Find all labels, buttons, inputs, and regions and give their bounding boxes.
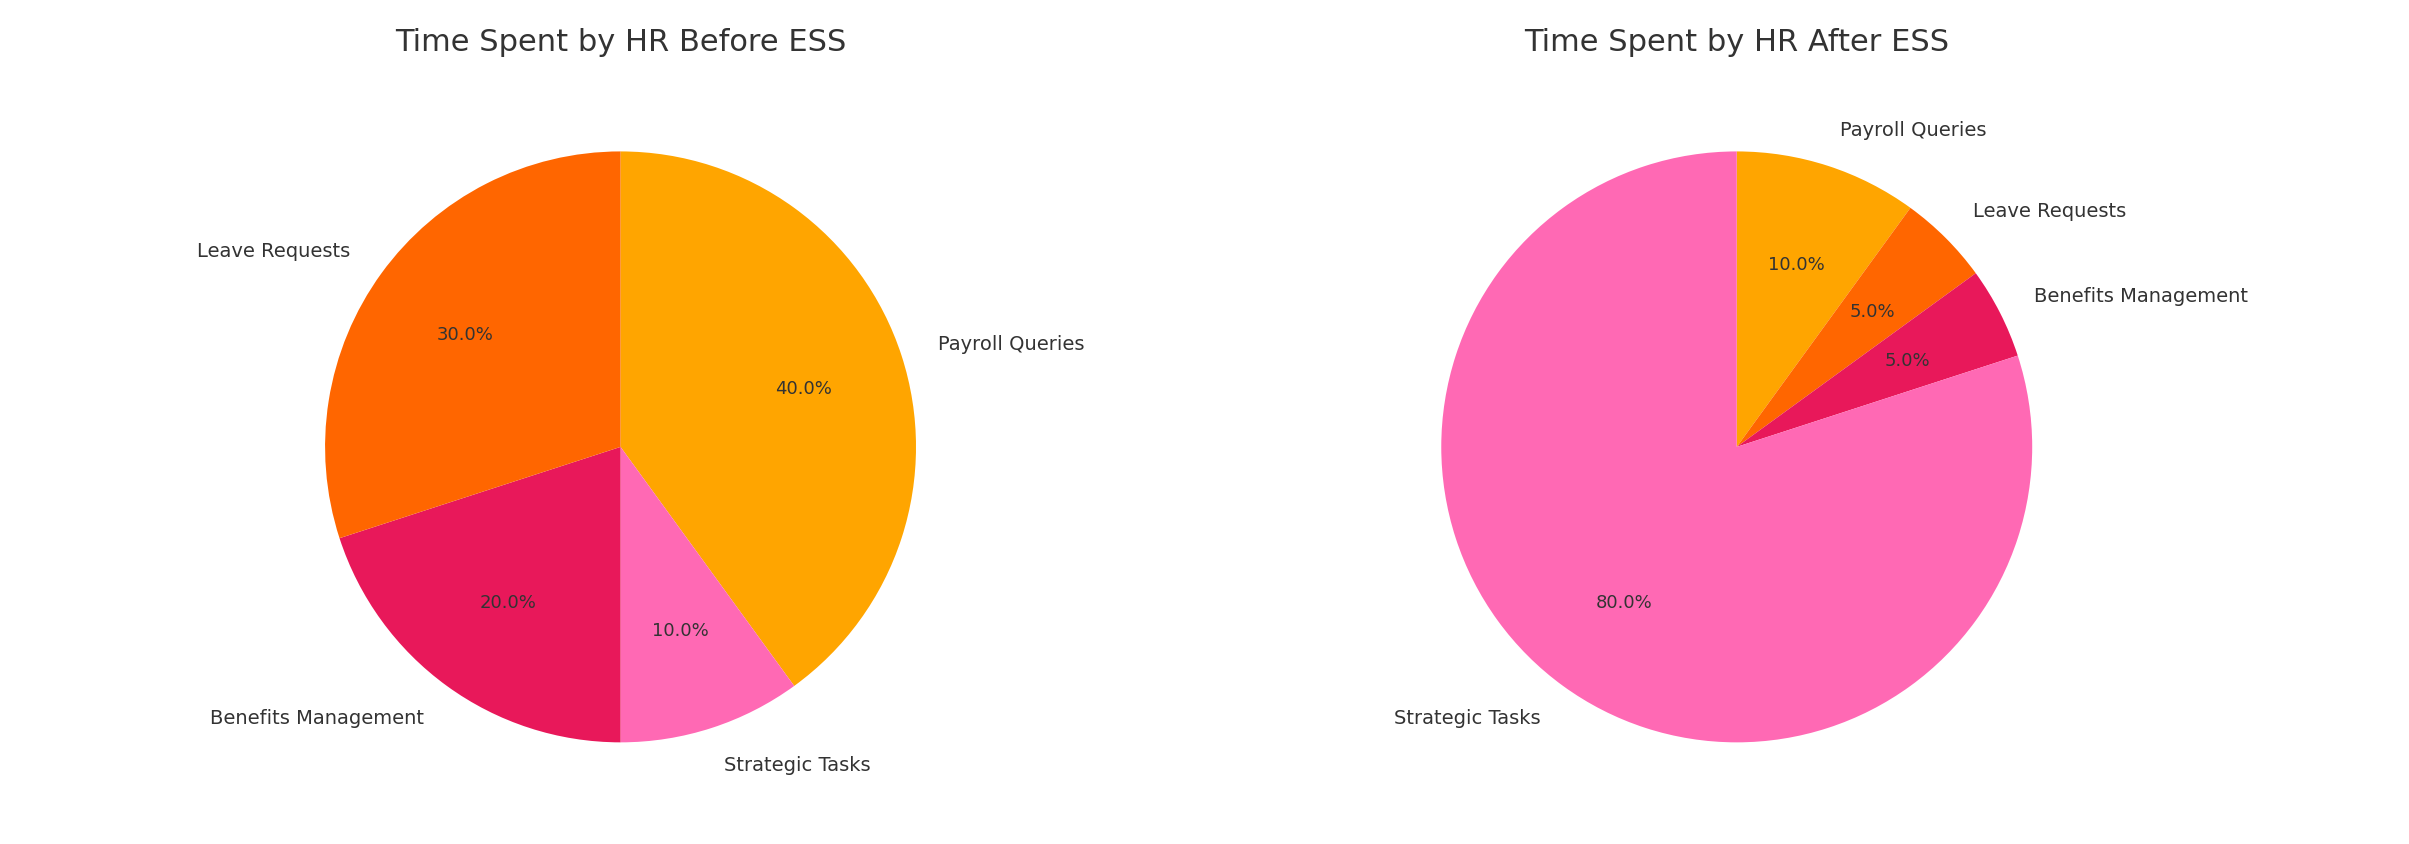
Text: Payroll Queries: Payroll Queries [937, 335, 1084, 354]
Text: 5.0%: 5.0% [1886, 351, 1930, 370]
Wedge shape [622, 152, 915, 686]
Wedge shape [1441, 152, 2033, 743]
Text: Leave Requests: Leave Requests [1973, 202, 2127, 221]
Wedge shape [1737, 274, 2019, 447]
Text: 20.0%: 20.0% [479, 593, 537, 612]
Wedge shape [325, 152, 622, 538]
Title: Time Spent by HR After ESS: Time Spent by HR After ESS [1525, 28, 1949, 57]
Wedge shape [1737, 208, 1975, 447]
Text: Benefits Management: Benefits Management [2033, 286, 2248, 306]
Text: 5.0%: 5.0% [1850, 303, 1896, 321]
Text: Payroll Queries: Payroll Queries [1840, 121, 1987, 140]
Text: 40.0%: 40.0% [776, 379, 831, 397]
Text: 10.0%: 10.0% [1768, 256, 1824, 274]
Text: Benefits Management: Benefits Management [210, 707, 424, 727]
Title: Time Spent by HR Before ESS: Time Spent by HR Before ESS [395, 28, 846, 57]
Wedge shape [1737, 152, 1910, 447]
Wedge shape [340, 447, 622, 743]
Text: 30.0%: 30.0% [436, 326, 494, 344]
Wedge shape [622, 447, 795, 743]
Text: 10.0%: 10.0% [650, 621, 708, 639]
Text: Leave Requests: Leave Requests [198, 242, 349, 261]
Text: 80.0%: 80.0% [1595, 593, 1653, 612]
Text: Strategic Tasks: Strategic Tasks [723, 755, 870, 774]
Text: Strategic Tasks: Strategic Tasks [1395, 707, 1539, 727]
